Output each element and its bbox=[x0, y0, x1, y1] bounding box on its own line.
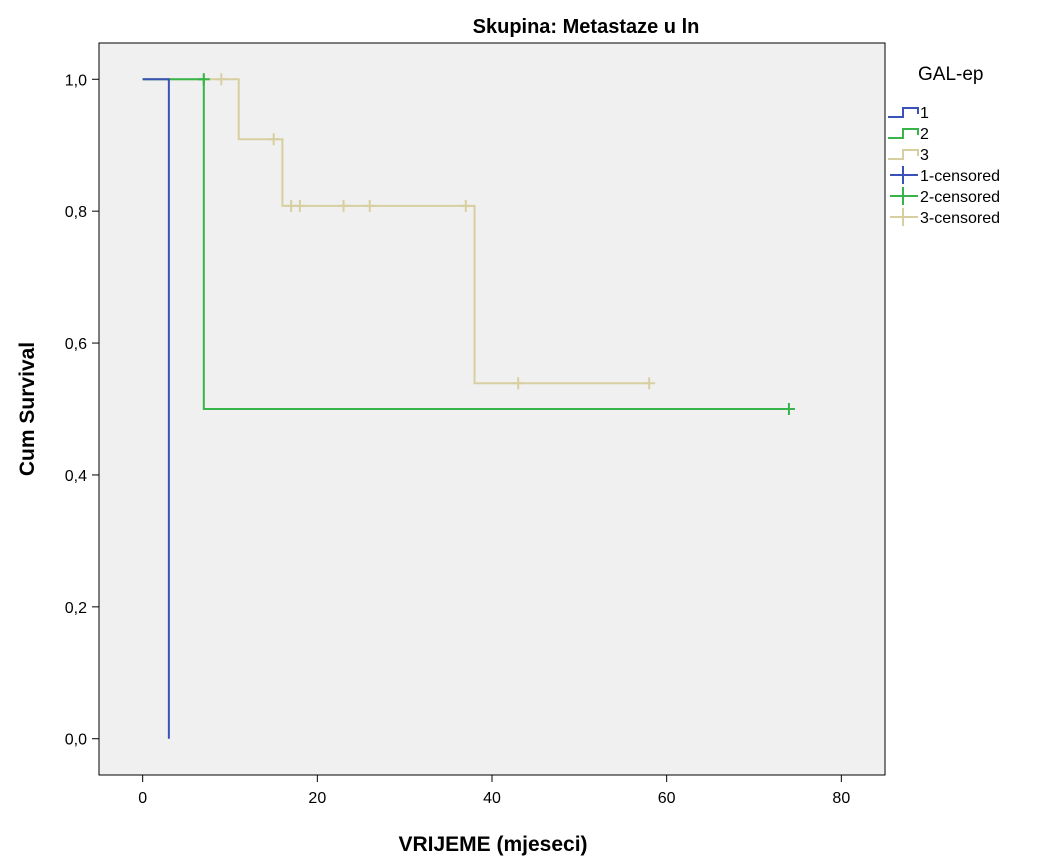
legend-items: 1 2 3 1-censored 2-censored 3-censored bbox=[888, 105, 1000, 227]
y-tick-label: 1,0 bbox=[65, 72, 87, 89]
legend-label: 3-censored bbox=[920, 210, 1000, 227]
legend-item-2: 2 bbox=[888, 126, 929, 143]
legend-label: 3 bbox=[920, 147, 929, 164]
x-tick-label: 0 bbox=[138, 790, 147, 807]
censor-mark bbox=[643, 377, 656, 390]
y-axis-title: Cum Survival bbox=[16, 342, 39, 476]
legend-censor-icon bbox=[890, 187, 918, 205]
legend-item-1: 1 bbox=[888, 105, 929, 122]
x-axis: 0 20 40 60 80 bbox=[138, 775, 850, 807]
legend-step-icon bbox=[888, 107, 919, 118]
chart-title: Skupina: Metastaze u ln bbox=[473, 16, 700, 38]
series-1 bbox=[142, 78, 170, 739]
censor-mark bbox=[215, 73, 228, 86]
survival-line-3 bbox=[142, 78, 650, 385]
survival-line-2 bbox=[142, 78, 789, 410]
x-tick-label: 60 bbox=[658, 790, 676, 807]
legend-step-icon bbox=[888, 128, 919, 139]
x-axis-title: VRIJEME (mjeseci) bbox=[398, 833, 587, 856]
censor-mark bbox=[337, 199, 350, 212]
y-tick-label: 0,0 bbox=[65, 732, 87, 749]
legend-item-3-censored: 3-censored bbox=[890, 208, 1000, 227]
censor-mark bbox=[363, 199, 376, 212]
censor-mark bbox=[293, 199, 306, 212]
x-tick-label: 80 bbox=[832, 790, 850, 807]
legend-label: 1 bbox=[920, 105, 929, 122]
y-axis: 0,0 0,2 0,4 0,6 0,8 1,0 bbox=[65, 72, 99, 749]
legend-title: GAL-ep bbox=[918, 64, 983, 85]
censor-mark bbox=[459, 199, 472, 212]
legend-censor-icon bbox=[890, 166, 918, 184]
legend-label: 2-censored bbox=[920, 189, 1000, 206]
survival-line-1 bbox=[142, 78, 170, 739]
censor-mark bbox=[512, 377, 525, 390]
legend-item-2-censored: 2-censored bbox=[890, 187, 1000, 206]
y-tick-label: 0,4 bbox=[65, 468, 87, 485]
legend-item-1-censored: 1-censored bbox=[890, 166, 1000, 185]
legend-label: 1-censored bbox=[920, 168, 1000, 185]
censor-mark bbox=[267, 133, 280, 146]
legend-censor-icon bbox=[890, 208, 918, 226]
x-tick-label: 20 bbox=[308, 790, 326, 807]
y-tick-label: 0,2 bbox=[65, 600, 87, 617]
series-2 bbox=[142, 73, 795, 415]
x-tick-label: 40 bbox=[483, 790, 501, 807]
y-tick-label: 0,6 bbox=[65, 336, 87, 353]
censor-mark bbox=[197, 73, 210, 86]
y-tick-label: 0,8 bbox=[65, 204, 87, 221]
legend-label: 2 bbox=[920, 126, 929, 143]
legend: GAL-ep 1 2 3 1-censored 2-censored 3-censored bbox=[888, 64, 1000, 227]
series-layer bbox=[142, 73, 795, 739]
legend-step-icon bbox=[888, 149, 919, 160]
legend-item-3: 3 bbox=[888, 147, 929, 164]
censor-mark bbox=[782, 403, 795, 415]
